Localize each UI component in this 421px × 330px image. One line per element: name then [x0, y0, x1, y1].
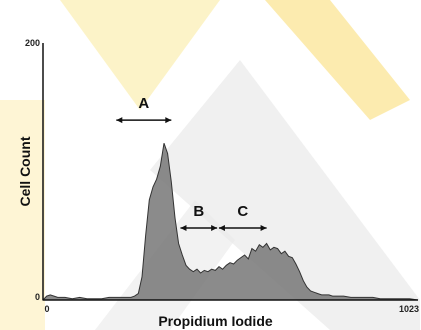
- watermark-yellow-triangle: [60, 0, 220, 110]
- watermark-yellow-wedge: [265, 0, 410, 120]
- region-label-a: A: [138, 95, 149, 112]
- y-axis-title: Cell Count: [17, 136, 33, 206]
- region-c-arrowhead-right: [260, 225, 267, 232]
- y-tick-label-zero: 0: [35, 292, 40, 302]
- x-axis-title: Propidium Iodide: [158, 313, 273, 329]
- watermark-gray-band: [150, 60, 420, 330]
- region-a-arrowhead-left: [116, 117, 123, 124]
- region-label-b: B: [193, 203, 204, 220]
- region-c-arrowhead-left: [218, 225, 225, 232]
- region-label-c: C: [237, 203, 248, 220]
- x-tick-label-zero: 0: [44, 304, 49, 314]
- x-tick-label-max: 1023: [399, 304, 419, 314]
- region-annotations: A B C: [116, 95, 267, 232]
- watermark-yellow-curl: [0, 100, 45, 330]
- y-tick-label-max: 200: [25, 38, 40, 48]
- region-b-arrowhead-right: [211, 225, 218, 232]
- region-b-arrowhead-left: [180, 225, 187, 232]
- histogram-area: [41, 143, 419, 301]
- region-a-arrowhead-right: [165, 117, 172, 124]
